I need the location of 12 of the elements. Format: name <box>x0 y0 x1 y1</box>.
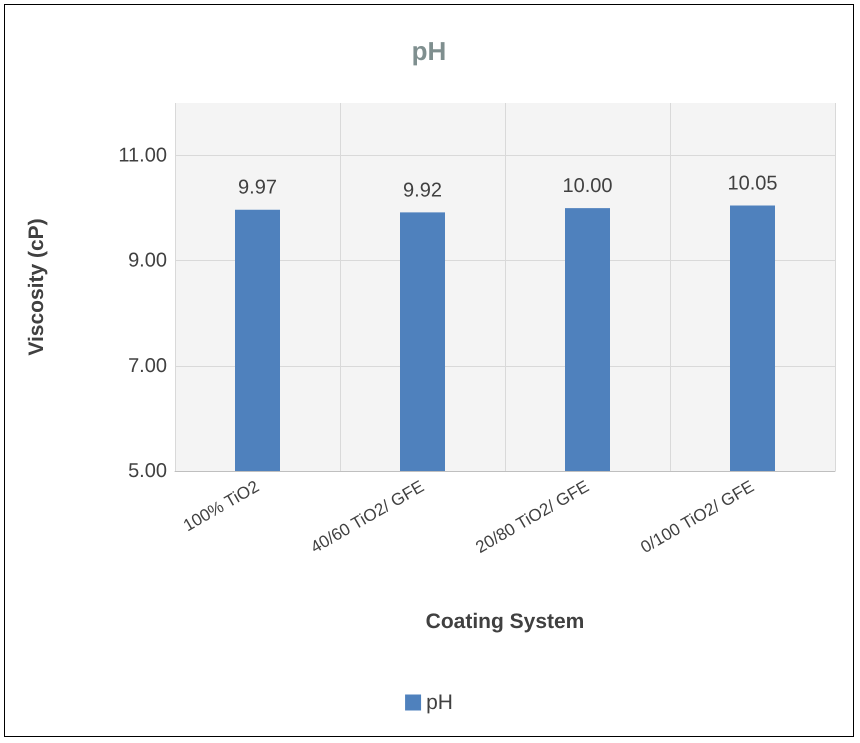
y-tick-label: 9.00 <box>128 250 167 272</box>
text: 10.05 <box>727 172 778 195</box>
y-tick-label: 5.00 <box>128 460 167 482</box>
legend-label: pH <box>426 691 453 714</box>
x-axis-title: Coating System <box>426 610 584 633</box>
text: 9.92 <box>403 179 442 202</box>
y-tick-label: 11.00 <box>118 144 167 167</box>
text: 10.00 <box>562 175 613 198</box>
text: 9.97 <box>238 176 277 199</box>
chart-title: pH <box>412 36 446 66</box>
y-axis-title: Viscosity (cP) <box>25 218 48 356</box>
y-tick-label: 7.00 <box>128 354 167 377</box>
